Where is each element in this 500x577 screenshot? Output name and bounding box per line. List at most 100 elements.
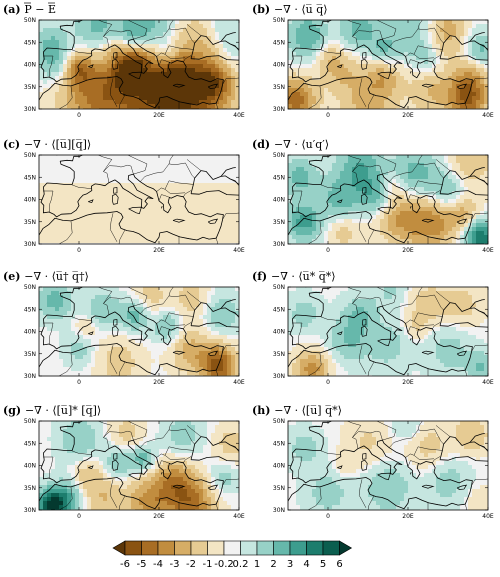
field-cell [51, 88, 56, 93]
field-cell [47, 28, 52, 33]
field-cell [47, 60, 52, 65]
field-cell [332, 100, 337, 105]
field-cell [356, 163, 361, 168]
field-cell [231, 227, 236, 232]
field-cell [484, 183, 488, 188]
field-cell [312, 187, 317, 192]
field-cell [195, 163, 200, 168]
field-cell [464, 183, 469, 188]
field-cell [436, 64, 441, 69]
field-cell [83, 191, 88, 196]
field-cell [316, 187, 321, 192]
field-cell [428, 64, 433, 69]
field-cell [231, 76, 236, 81]
field-cell [400, 163, 405, 168]
field-cell [380, 48, 385, 53]
field-cell [123, 179, 128, 184]
field-cell [139, 32, 144, 37]
field-cell [324, 84, 329, 89]
field-cell [320, 84, 325, 89]
country-border [320, 184, 341, 190]
field-cell [328, 36, 333, 41]
field-cell [336, 24, 341, 29]
field-cell [484, 171, 488, 176]
field-cell [215, 28, 220, 33]
field-cell [211, 163, 216, 168]
field-cell [87, 183, 92, 188]
field-cell [464, 243, 469, 244]
field-cell [43, 187, 48, 192]
field-cell [155, 231, 160, 236]
field-cell [428, 183, 433, 188]
field-cell [87, 52, 92, 57]
field-cell [223, 291, 228, 296]
field-cell [460, 96, 465, 101]
field-cell [83, 36, 88, 41]
field-cell [384, 175, 389, 180]
field-cell [300, 187, 305, 192]
country-border [58, 221, 73, 244]
field-cell [223, 187, 228, 192]
field-cell [51, 223, 56, 228]
field-cell [167, 179, 172, 184]
field-cell [215, 20, 220, 25]
field-cell [472, 100, 477, 105]
field-cell [51, 175, 56, 180]
field-cell [360, 223, 365, 228]
field-cell [199, 44, 204, 49]
field-cell [352, 92, 357, 97]
field-cell [392, 191, 397, 196]
field-cell [364, 36, 369, 41]
field-cell [472, 72, 477, 77]
field-cell [223, 227, 228, 232]
field-cell [167, 108, 172, 109]
field-cell [67, 207, 72, 212]
field-cell [464, 108, 469, 109]
field-cell [123, 183, 128, 188]
field-cell [324, 88, 329, 93]
field-cell [235, 84, 239, 89]
field-cell [79, 183, 84, 188]
field-cell [231, 80, 236, 85]
field-cell [191, 80, 196, 85]
field-cell [143, 52, 148, 57]
field-cell [95, 56, 100, 61]
field-cell [356, 199, 361, 204]
field-cell [79, 187, 84, 192]
field-cell [312, 48, 317, 53]
field-cell [336, 227, 341, 232]
field-cell [400, 40, 405, 45]
field-cell [352, 203, 357, 208]
field-cell [203, 108, 208, 109]
field-cell [388, 199, 393, 204]
field-cell [227, 207, 232, 212]
field-cell [191, 167, 196, 172]
field-cell [372, 56, 377, 61]
field-cell [312, 56, 317, 61]
field-cell [384, 219, 389, 224]
field-cell [203, 203, 208, 208]
field-cell [396, 28, 401, 33]
field-cell [87, 68, 92, 73]
field-cell [444, 52, 449, 57]
field-cell [308, 171, 313, 176]
field-cell [87, 48, 92, 53]
field-cell [468, 72, 473, 77]
field-cell [480, 68, 485, 73]
field-cell [151, 195, 156, 200]
field-cell [320, 171, 325, 176]
field-cell [55, 56, 60, 61]
field-cell [111, 215, 116, 220]
field-cell [388, 155, 393, 160]
field-cell [83, 96, 88, 101]
field-cell [428, 80, 433, 85]
field-cell [412, 199, 417, 204]
field-cell [344, 48, 349, 53]
field-cell [179, 195, 184, 200]
field-cell [340, 72, 345, 77]
field-cell [440, 104, 445, 109]
field-cell [119, 287, 124, 292]
field-cell [39, 96, 44, 101]
field-cell [320, 92, 325, 97]
field-cell [364, 40, 369, 45]
